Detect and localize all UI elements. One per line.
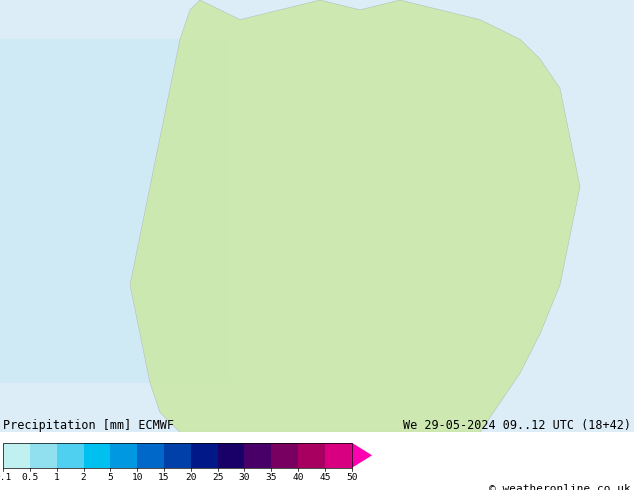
Text: 0.5: 0.5: [22, 473, 39, 482]
Text: Precipitation [mm] ECMWF: Precipitation [mm] ECMWF: [3, 419, 174, 432]
Text: 50: 50: [346, 473, 358, 482]
Bar: [84, 442, 110, 468]
Bar: [0, 0, 250, 432]
Text: 2: 2: [81, 473, 86, 482]
Text: 25: 25: [212, 473, 223, 482]
Bar: [0, 39, 230, 383]
Text: We 29-05-2024 09..12 UTC (18+42): We 29-05-2024 09..12 UTC (18+42): [403, 419, 631, 432]
Bar: [164, 442, 191, 468]
Bar: [110, 442, 137, 468]
Bar: [245, 442, 271, 468]
Bar: [191, 442, 217, 468]
Text: 45: 45: [319, 473, 330, 482]
Bar: [325, 442, 352, 468]
Bar: [271, 442, 298, 468]
Bar: [298, 442, 325, 468]
Polygon shape: [130, 0, 580, 432]
Text: 30: 30: [238, 473, 250, 482]
Text: 15: 15: [158, 473, 170, 482]
Bar: [30, 442, 57, 468]
Text: 35: 35: [266, 473, 277, 482]
Text: 40: 40: [292, 473, 304, 482]
Bar: [57, 442, 84, 468]
Bar: [137, 442, 164, 468]
Text: 0.1: 0.1: [0, 473, 12, 482]
Text: 10: 10: [131, 473, 143, 482]
Text: 5: 5: [108, 473, 113, 482]
Text: © weatheronline.co.uk: © weatheronline.co.uk: [489, 484, 631, 490]
Polygon shape: [352, 442, 372, 468]
Bar: [217, 442, 245, 468]
Text: 1: 1: [54, 473, 60, 482]
Bar: [3, 442, 352, 468]
Bar: [3, 442, 30, 468]
Text: 20: 20: [185, 473, 197, 482]
